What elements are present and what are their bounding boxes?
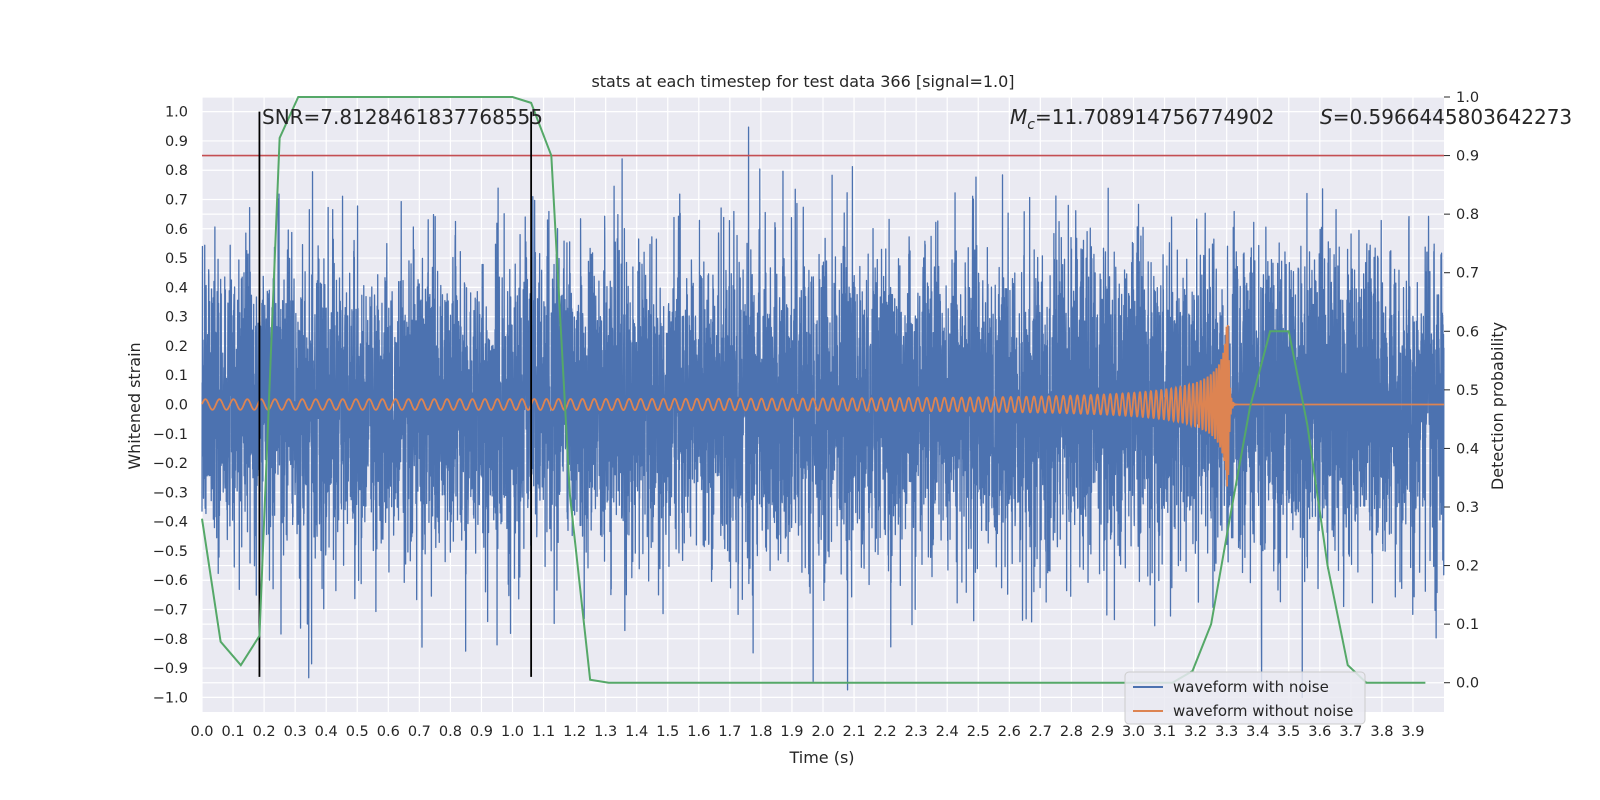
mc-symbol: M <box>1010 105 1027 129</box>
y-tick-label: 0.4 <box>165 280 188 296</box>
right-axis-ticks: 1.0 0.9 0.8 0.7 0.6 0.5 0.4 0.3 0.2 0.1 0.0 <box>1444 90 1479 692</box>
x-tick-label: 3.6 <box>1308 724 1331 740</box>
y-tick-label: −0.6 <box>153 573 188 589</box>
y-tick-label: 0.7 <box>165 193 188 209</box>
x-tick-label: 1.6 <box>687 724 710 740</box>
y-axis-ticks: 1.0 0.9 0.8 0.7 0.6 0.5 0.4 0.3 0.2 0.1 0.0 −0.1 −0.… <box>153 105 188 707</box>
x-tick-label: 2.7 <box>1029 724 1052 740</box>
x-tick-label: 3.0 <box>1122 724 1145 740</box>
y-tick-label: −0.1 <box>153 427 188 443</box>
y-tick-label: 0.6 <box>165 222 188 238</box>
y-tick-label: −0.8 <box>153 632 188 648</box>
right-tick-label: 0.8 <box>1456 207 1479 223</box>
x-tick-label: 0.3 <box>284 724 307 740</box>
s-symbol: S <box>1320 105 1333 129</box>
x-tick-label: 3.4 <box>1246 724 1269 740</box>
right-tick-label: 0.3 <box>1456 500 1479 516</box>
right-tick-label: 0.9 <box>1456 149 1479 165</box>
y-tick-label: −0.3 <box>153 485 188 501</box>
x-tick-label: 1.4 <box>625 724 648 740</box>
x-tick-label: 1.3 <box>594 724 617 740</box>
x-tick-label: 2.5 <box>967 724 990 740</box>
x-axis-ticks: 0.0 0.1 0.2 0.3 0.4 0.5 0.6 0.7 0.8 0.9 1.0 1.1 1.2 1… <box>190 724 1424 740</box>
x-tick-label: 2.9 <box>1091 724 1114 740</box>
y-tick-label: −1.0 <box>153 690 188 706</box>
x-tick-label: 3.7 <box>1339 724 1362 740</box>
x-tick-label: 2.8 <box>1060 724 1083 740</box>
snr-annotation: SNR=7.8128461837768555 <box>262 105 543 129</box>
y-tick-label: −0.7 <box>153 603 188 619</box>
chart-title: stats at each timestep for test data 366… <box>591 72 1014 91</box>
y-tick-label: 0.8 <box>165 163 188 179</box>
right-tick-label: 0.0 <box>1456 676 1479 692</box>
x-tick-label: 3.9 <box>1401 724 1424 740</box>
x-tick-label: 2.6 <box>998 724 1021 740</box>
y-tick-label: −0.9 <box>153 661 188 677</box>
x-tick-label: 3.5 <box>1277 724 1300 740</box>
x-tick-label: 0.0 <box>190 724 213 740</box>
mc-value: =11.708914756774902 <box>1035 105 1274 129</box>
right-tick-label: 0.4 <box>1456 441 1479 457</box>
x-tick-label: 0.4 <box>315 724 338 740</box>
x-tick-label: 0.9 <box>470 724 493 740</box>
right-tick-label: 0.6 <box>1456 324 1479 340</box>
x-tick-label: 1.2 <box>563 724 586 740</box>
y-tick-label: 0.3 <box>165 310 188 326</box>
y-tick-label: −0.5 <box>153 544 188 560</box>
x-tick-label: 3.1 <box>1153 724 1176 740</box>
x-tick-label: 2.3 <box>905 724 928 740</box>
y-tick-label: 0.1 <box>165 368 188 384</box>
y-tick-label: 0.2 <box>165 339 188 355</box>
x-tick-label: 3.8 <box>1370 724 1393 740</box>
right-tick-label: 0.1 <box>1456 617 1479 633</box>
right-tick-label: 0.7 <box>1456 266 1479 282</box>
x-axis-label: Time (s) <box>788 748 854 767</box>
x-tick-label: 1.7 <box>718 724 741 740</box>
x-tick-label: 0.7 <box>408 724 431 740</box>
legend: waveform with noise waveform without nois… <box>1124 671 1366 725</box>
x-tick-label: 2.2 <box>874 724 897 740</box>
x-tick-label: 2.1 <box>843 724 866 740</box>
right-tick-label: 1.0 <box>1456 90 1479 106</box>
s-value: =0.5966445803642273 <box>1333 105 1572 129</box>
s-annotation: S=0.5966445803642273 <box>1320 105 1572 129</box>
series-waveform-without-noise <box>201 324 1444 487</box>
y-tick-label: 0.0 <box>165 398 188 414</box>
x-tick-label: 1.1 <box>532 724 555 740</box>
x-tick-label: 0.5 <box>346 724 369 740</box>
mc-subscript: c <box>1027 117 1035 133</box>
y-tick-label: 1.0 <box>165 105 188 121</box>
y-tick-label: 0.5 <box>165 251 188 267</box>
y-tick-label: −0.2 <box>153 456 188 472</box>
x-tick-label: 0.1 <box>222 724 245 740</box>
x-tick-label: 0.6 <box>377 724 400 740</box>
legend-box <box>1124 671 1366 725</box>
x-tick-label: 3.2 <box>1184 724 1207 740</box>
x-tick-label: 1.5 <box>656 724 679 740</box>
right-tick-label: 0.5 <box>1456 383 1479 399</box>
legend-label: waveform with noise <box>1173 678 1329 696</box>
x-tick-label: 2.4 <box>936 724 959 740</box>
x-tick-label: 1.9 <box>780 724 803 740</box>
x-tick-label: 1.8 <box>749 724 772 740</box>
x-tick-label: 0.8 <box>439 724 462 740</box>
x-tick-label: 3.3 <box>1215 724 1238 740</box>
mc-annotation: Mc=11.708914756774902 <box>1010 105 1274 133</box>
x-tick-label: 0.2 <box>253 724 276 740</box>
x-tick-label: 1.0 <box>501 724 524 740</box>
legend-label: waveform without noise <box>1173 702 1353 720</box>
y-axis-label: Whitened strain <box>125 342 144 469</box>
right-axis-label: Detection probability <box>1488 322 1507 490</box>
y-tick-label: −0.4 <box>153 515 188 531</box>
right-tick-label: 0.2 <box>1456 559 1479 575</box>
x-tick-label: 2.0 <box>811 724 834 740</box>
series-waveform-with-noise <box>201 126 1445 699</box>
y-tick-label: 0.9 <box>165 134 188 150</box>
